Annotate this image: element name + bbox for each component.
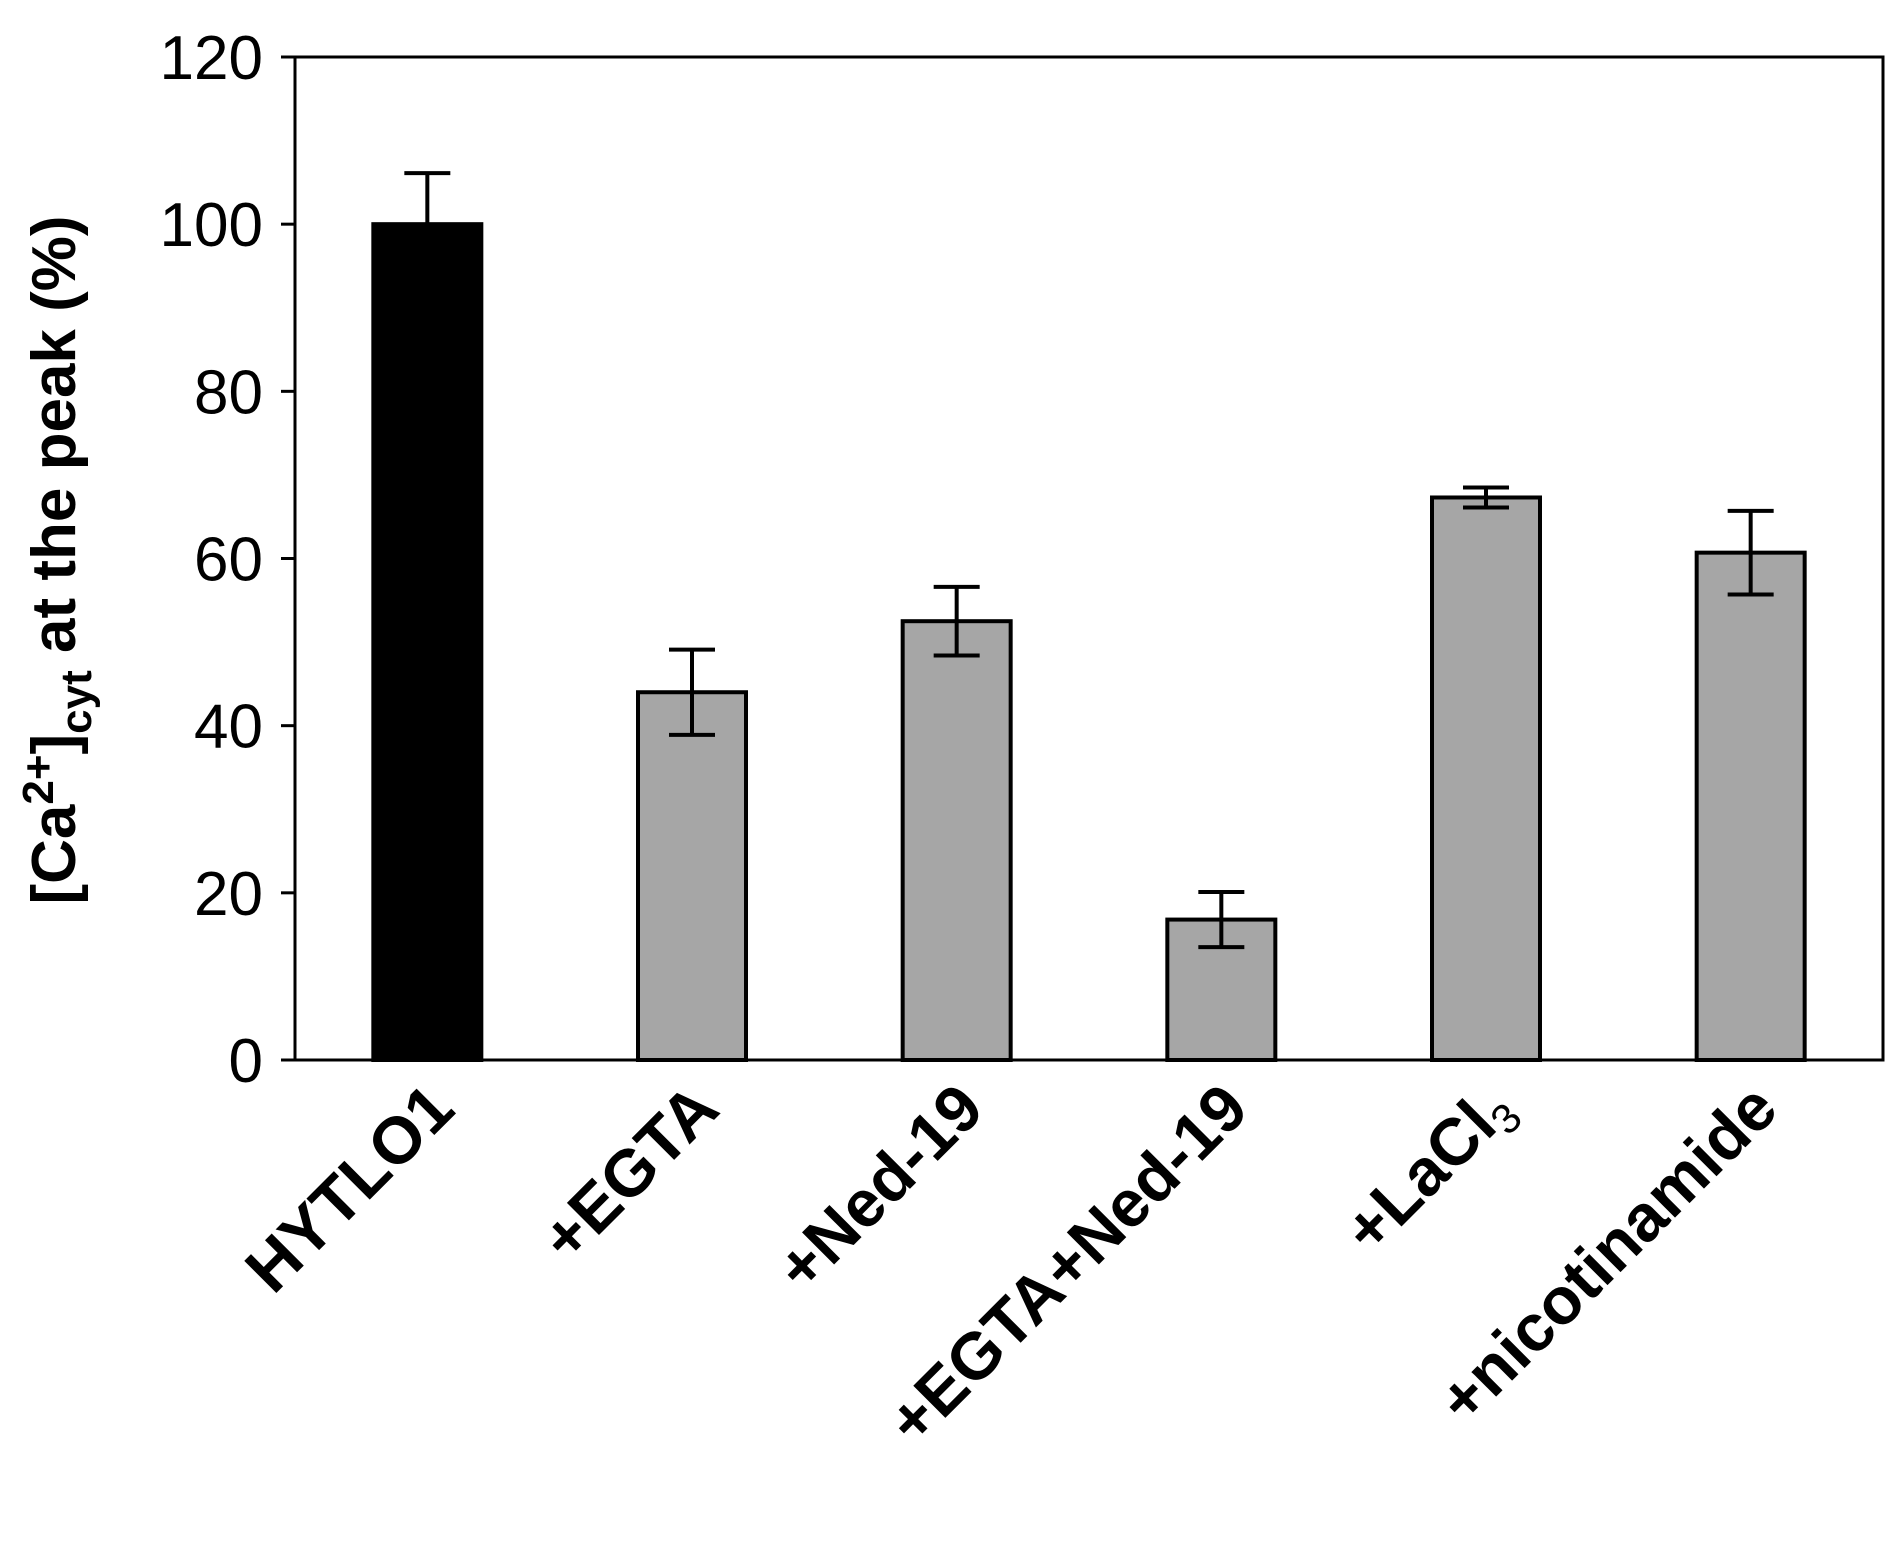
y-axis-title-superscript: 2+: [14, 754, 63, 804]
y-tick-label: 120: [160, 24, 263, 93]
bars: [371, 171, 1807, 1063]
y-axis-title: [Ca2+]cyt at the peak (%): [14, 215, 101, 904]
y-axis-title-close: ]: [20, 734, 89, 755]
x-tick-label: +LaCl3: [1329, 1070, 1531, 1272]
y-axis-title-subscript: cyt: [52, 670, 101, 734]
x-tick-label: +EGTA: [526, 1070, 732, 1276]
bar-ned-19: [900, 619, 1013, 1062]
x-tick-label: +Ned-19: [761, 1070, 996, 1305]
y-tick-label: 20: [194, 860, 263, 929]
y-tick-label: 100: [160, 191, 263, 260]
y-axis-title-rest: at the peak (%): [20, 215, 89, 670]
y-tick-label: 80: [194, 358, 263, 427]
y-tick-label: 40: [194, 693, 263, 762]
bar-nicotinamide: [1694, 550, 1807, 1062]
y-axis-ticks: 0 20 40 60 80 100 120: [160, 24, 295, 1096]
y-tick-label: 60: [194, 526, 263, 595]
y-axis-title-open: [Ca: [20, 804, 89, 904]
bar-egta: [636, 690, 748, 1062]
x-tick-label: HYTLO1: [231, 1070, 467, 1306]
y-tick-label: 0: [229, 1027, 263, 1096]
x-axis-labels: HYTLO1 +EGTA +Ned-19+EGTA+Ned-19 +LaCl3+nic…: [231, 1070, 1791, 1459]
bar-hytlo1: [371, 222, 484, 1062]
plot-area: [293, 55, 1885, 1062]
bar-lacl3: [1430, 495, 1542, 1062]
